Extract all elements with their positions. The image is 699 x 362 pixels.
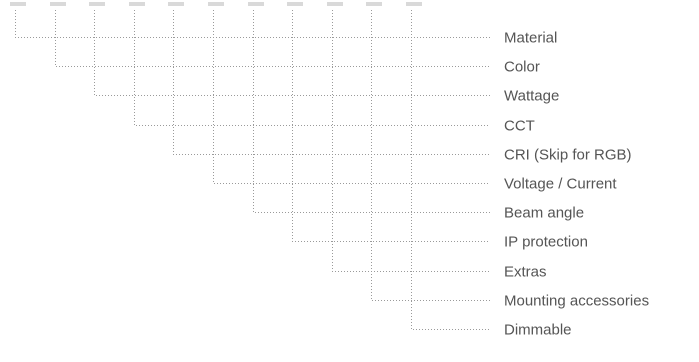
code-slot: [287, 2, 303, 6]
connector-line: [213, 10, 490, 184]
segment-label: Color: [504, 59, 540, 76]
code-slots: [10, 2, 422, 6]
connector-lines: [15, 10, 490, 330]
segment-label: CCT: [504, 118, 535, 135]
code-slot: [89, 2, 105, 6]
segment-label: Beam angle: [504, 205, 584, 222]
code-slot: [129, 2, 145, 6]
connector-line: [371, 10, 490, 301]
code-slot: [168, 2, 184, 6]
segment-label: Voltage / Current: [504, 176, 617, 193]
code-slot: [327, 2, 343, 6]
connector-line: [332, 10, 490, 272]
connector-line: [15, 10, 490, 38]
segment-label: Extras: [504, 264, 547, 281]
segment-label: Mounting accessories: [504, 293, 649, 310]
segment-label: CRI (Skip for RGB): [504, 147, 632, 164]
connector-line: [55, 10, 490, 67]
connector-line: [173, 10, 490, 155]
segment-label: Wattage: [504, 88, 559, 105]
code-slot: [50, 2, 66, 6]
connector-line: [253, 10, 490, 213]
code-slot: [406, 2, 422, 6]
field-labels: Material Color Wattage CCT CRI (Skip for RGB…: [504, 30, 649, 339]
connector-line: [411, 10, 490, 330]
code-slot: [366, 2, 382, 6]
segment-label: Dimmable: [504, 322, 572, 339]
code-slot: [248, 2, 264, 6]
code-slot: [10, 2, 26, 6]
segment-label: Material: [504, 30, 557, 47]
connector-line: [292, 10, 490, 242]
connector-line: [134, 10, 490, 126]
segment-label: IP protection: [504, 234, 588, 251]
code-slot: [208, 2, 224, 6]
